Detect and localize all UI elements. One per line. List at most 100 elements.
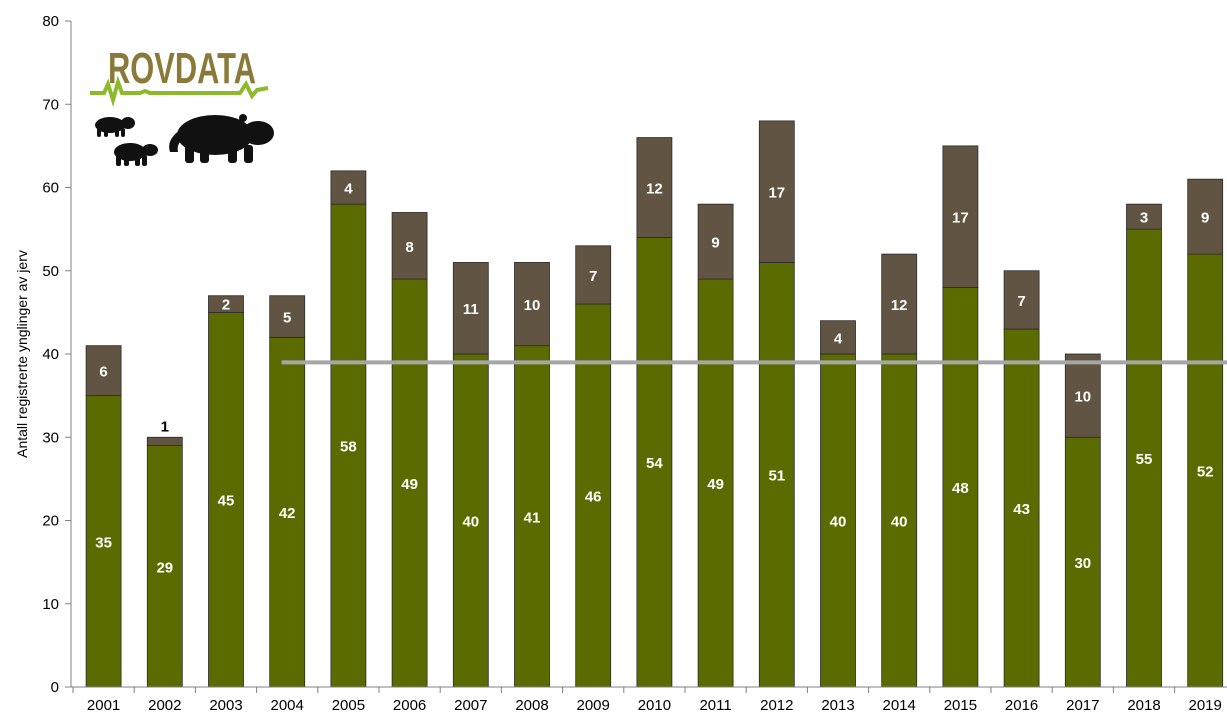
rovdata-logo: ROVDATA — [90, 44, 274, 166]
data-label: 7 — [589, 268, 597, 285]
y-axis: 0 10 20 30 40 50 60 70 80 — [42, 13, 72, 696]
x-tick-label: 2010 — [638, 697, 671, 714]
bar-segment-upper — [85, 345, 122, 397]
bar-segment-upper — [330, 170, 367, 205]
data-label: 3 — [1140, 210, 1148, 227]
logo-pulse-line — [90, 75, 269, 108]
data-label: 40 — [830, 514, 847, 531]
x-tick-label: 2012 — [760, 697, 793, 714]
data-label: 5 — [283, 310, 291, 327]
data-label: 46 — [585, 489, 602, 506]
bar-segment-upper — [942, 145, 979, 288]
bar-segment-upper — [758, 120, 795, 263]
x-tick-label: 2009 — [577, 697, 610, 714]
data-label: 6 — [99, 364, 107, 381]
data-label: 7 — [1017, 293, 1025, 310]
bars — [85, 120, 1224, 688]
bar-segment-lower — [269, 336, 306, 688]
bar-segment-upper — [1187, 178, 1224, 255]
bar-segment-upper — [1064, 353, 1101, 438]
data-label: 49 — [401, 476, 418, 493]
data-label: 40 — [891, 514, 908, 531]
data-label: 52 — [1197, 464, 1214, 481]
bar-segment-upper — [575, 245, 612, 305]
x-tick-label: 2016 — [1005, 697, 1038, 714]
y-tick-label: 40 — [42, 346, 59, 363]
data-label: 29 — [156, 559, 173, 576]
y-tick-label: 30 — [42, 429, 59, 446]
data-label: 4 — [834, 330, 843, 347]
bar-segment-lower — [636, 237, 673, 688]
logo-wordmark: ROVDATA — [108, 44, 256, 93]
data-label: 55 — [1136, 451, 1153, 468]
data-label: 8 — [405, 239, 413, 256]
data-label: 43 — [1013, 501, 1030, 518]
bar-segment-lower — [942, 286, 979, 688]
data-label: 40 — [462, 514, 479, 531]
x-tick-label: 2005 — [332, 697, 365, 714]
bar-segment-lower — [514, 345, 550, 688]
bar-segment-upper — [820, 320, 856, 355]
bar-segment-upper — [697, 203, 734, 280]
y-tick-label: 80 — [42, 13, 59, 30]
data-label: 35 — [95, 534, 112, 551]
data-label: 11 — [463, 301, 479, 318]
bar-segment-lower — [391, 278, 428, 688]
bar-segment-lower — [1187, 253, 1224, 688]
data-label: 54 — [646, 455, 663, 472]
bar-segment-upper — [452, 262, 489, 355]
bar-segment-lower — [208, 311, 244, 688]
data-label: 10 — [1074, 389, 1091, 406]
bar-segment-lower — [575, 303, 612, 688]
y-tick-label: 70 — [42, 96, 59, 113]
data-label: 41 — [524, 509, 541, 526]
wolverine-icon — [169, 114, 274, 163]
cub-icon — [114, 143, 158, 166]
x-tick-label: 2003 — [209, 697, 242, 714]
bar-segment-lower — [820, 353, 856, 688]
bar-segment-upper — [1126, 203, 1162, 230]
data-labels: 3562914524255844984011411046754124995117… — [95, 181, 1213, 577]
y-tick-label: 50 — [42, 263, 59, 280]
y-axis-title: Antall registrerte ynglinger av jerv — [14, 250, 30, 458]
y-tick-label: 0 — [51, 679, 59, 696]
x-tick-label: 2018 — [1127, 697, 1160, 714]
x-tick-label: 2015 — [944, 697, 977, 714]
x-tick-label: 2004 — [271, 697, 304, 714]
x-tick-label: 2011 — [699, 697, 731, 714]
x-tick-label: 2019 — [1189, 697, 1222, 714]
data-label: 2 — [222, 297, 230, 314]
data-label: 51 — [768, 468, 785, 485]
bar-segment-upper — [636, 137, 673, 238]
data-label: 12 — [646, 181, 663, 198]
data-label: 1 — [161, 418, 169, 435]
x-tick-label: 2007 — [454, 697, 487, 714]
x-tick-label: 2002 — [148, 697, 181, 714]
data-label: 9 — [1201, 210, 1209, 227]
bar-segment-upper — [269, 295, 306, 338]
data-label: 10 — [524, 297, 541, 314]
data-label: 30 — [1074, 555, 1091, 572]
data-label: 12 — [891, 297, 908, 314]
x-tick-label: 2017 — [1066, 697, 1099, 714]
bar-segment-upper — [208, 295, 244, 313]
bar-segment-lower — [881, 353, 918, 688]
data-label: 17 — [952, 210, 969, 227]
x-tick-label: 2013 — [821, 697, 854, 714]
data-label: 49 — [707, 476, 724, 493]
x-tick-label: 2014 — [883, 697, 916, 714]
cub-icon — [95, 117, 135, 137]
x-axis: 2001 2002 2003 2004 2005 2006 2007 2008 2009 2010… — [71, 686, 1227, 714]
bar-segment-upper — [881, 253, 918, 355]
y-tick-label: 60 — [42, 180, 59, 197]
bar-segment-lower — [1126, 228, 1162, 688]
data-label: 17 — [768, 185, 785, 202]
bar-segment-upper — [391, 212, 428, 280]
data-label: 9 — [711, 235, 719, 252]
data-label: 48 — [952, 480, 969, 497]
data-label: 45 — [218, 493, 235, 510]
x-tick-label: 2001 — [87, 697, 120, 714]
x-tick-label: 2008 — [515, 697, 548, 714]
bar-segment-lower — [330, 203, 367, 688]
